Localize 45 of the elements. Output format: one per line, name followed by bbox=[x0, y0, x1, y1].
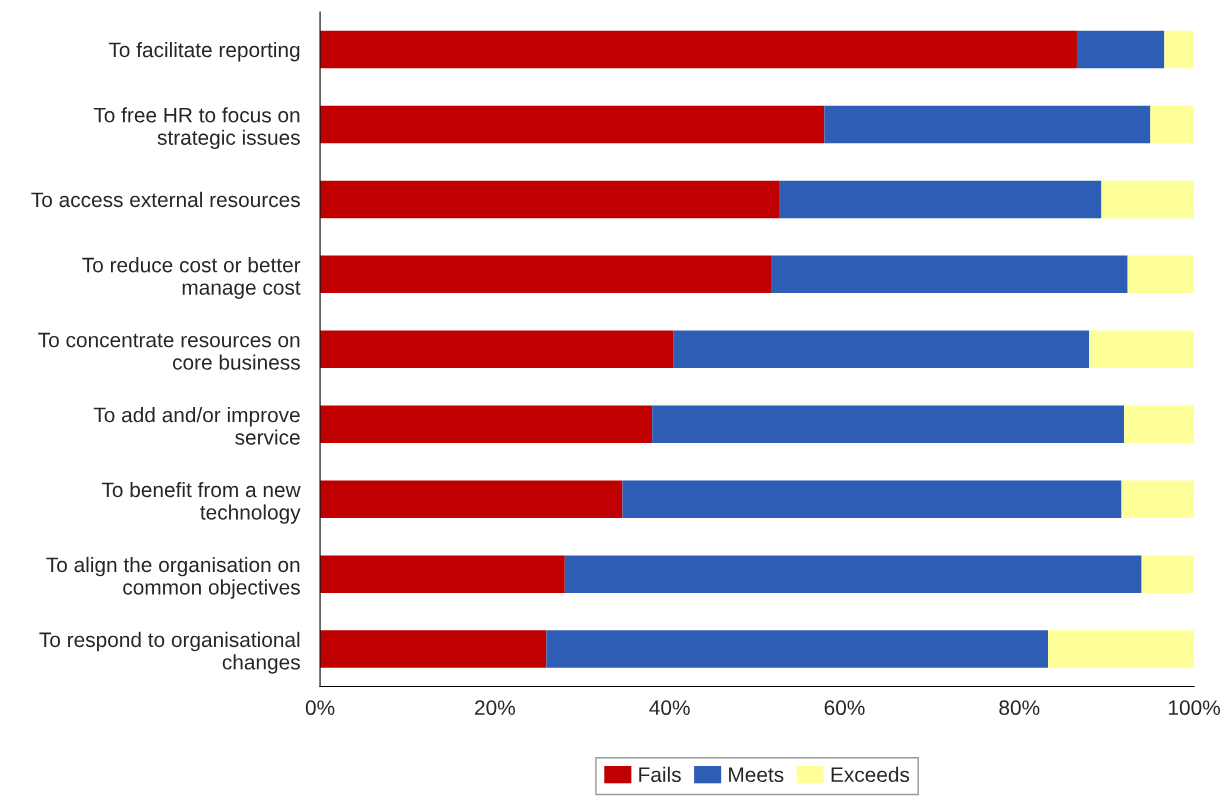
y-tick-label: To reduce cost or better manage cost bbox=[82, 257, 301, 299]
bar bbox=[1124, 405, 1195, 443]
bar bbox=[673, 330, 1090, 369]
bar bbox=[320, 555, 565, 593]
y-tick-label: To benefit from a new technology bbox=[101, 481, 301, 524]
bar bbox=[622, 480, 1122, 518]
bar bbox=[1127, 255, 1195, 294]
legend-label: Meets bbox=[729, 767, 784, 783]
x-tick-label: 0% bbox=[305, 700, 335, 716]
y-tick-label: To facilitate reporting bbox=[108, 41, 300, 62]
bar bbox=[1164, 30, 1195, 69]
bar bbox=[546, 630, 1049, 668]
bar bbox=[1048, 630, 1195, 668]
bar bbox=[1121, 480, 1195, 518]
x-tick-label: 40% bbox=[649, 700, 690, 716]
bar bbox=[320, 630, 547, 668]
y-tick-label: To access external resources bbox=[31, 191, 300, 208]
x-tick-label: 60% bbox=[824, 700, 865, 716]
bar bbox=[320, 105, 825, 144]
bar bbox=[320, 30, 1077, 69]
bar bbox=[1101, 180, 1195, 219]
x-tick-label: 20% bbox=[475, 700, 515, 716]
bar bbox=[771, 255, 1128, 294]
bar bbox=[779, 180, 1102, 219]
y-tick-label: To add and/or improve service bbox=[93, 406, 300, 445]
y-tick-label: To align the organisation on common objectives bbox=[46, 556, 300, 599]
bar bbox=[1150, 105, 1195, 144]
bar bbox=[1089, 330, 1195, 369]
bar bbox=[652, 405, 1125, 443]
y-tick-label: To concentrate resources on core business bbox=[38, 332, 300, 370]
bar bbox=[320, 180, 780, 219]
legend-label: Exceeds bbox=[831, 766, 910, 783]
bar bbox=[1076, 30, 1165, 69]
bar bbox=[564, 555, 1142, 593]
legend-label: Fails bbox=[639, 766, 681, 783]
x-tick-label: 80% bbox=[999, 700, 1040, 716]
bar bbox=[320, 405, 653, 443]
bar bbox=[320, 480, 623, 518]
bar bbox=[824, 105, 1151, 144]
y-tick-label: To respond to organisational changes bbox=[39, 631, 300, 674]
bar bbox=[320, 330, 674, 369]
bar bbox=[320, 255, 772, 294]
x-tick-label: 100% bbox=[1169, 700, 1220, 716]
y-tick-label: To free HR to focus on strategic issues bbox=[93, 107, 300, 150]
bar bbox=[1141, 555, 1195, 593]
